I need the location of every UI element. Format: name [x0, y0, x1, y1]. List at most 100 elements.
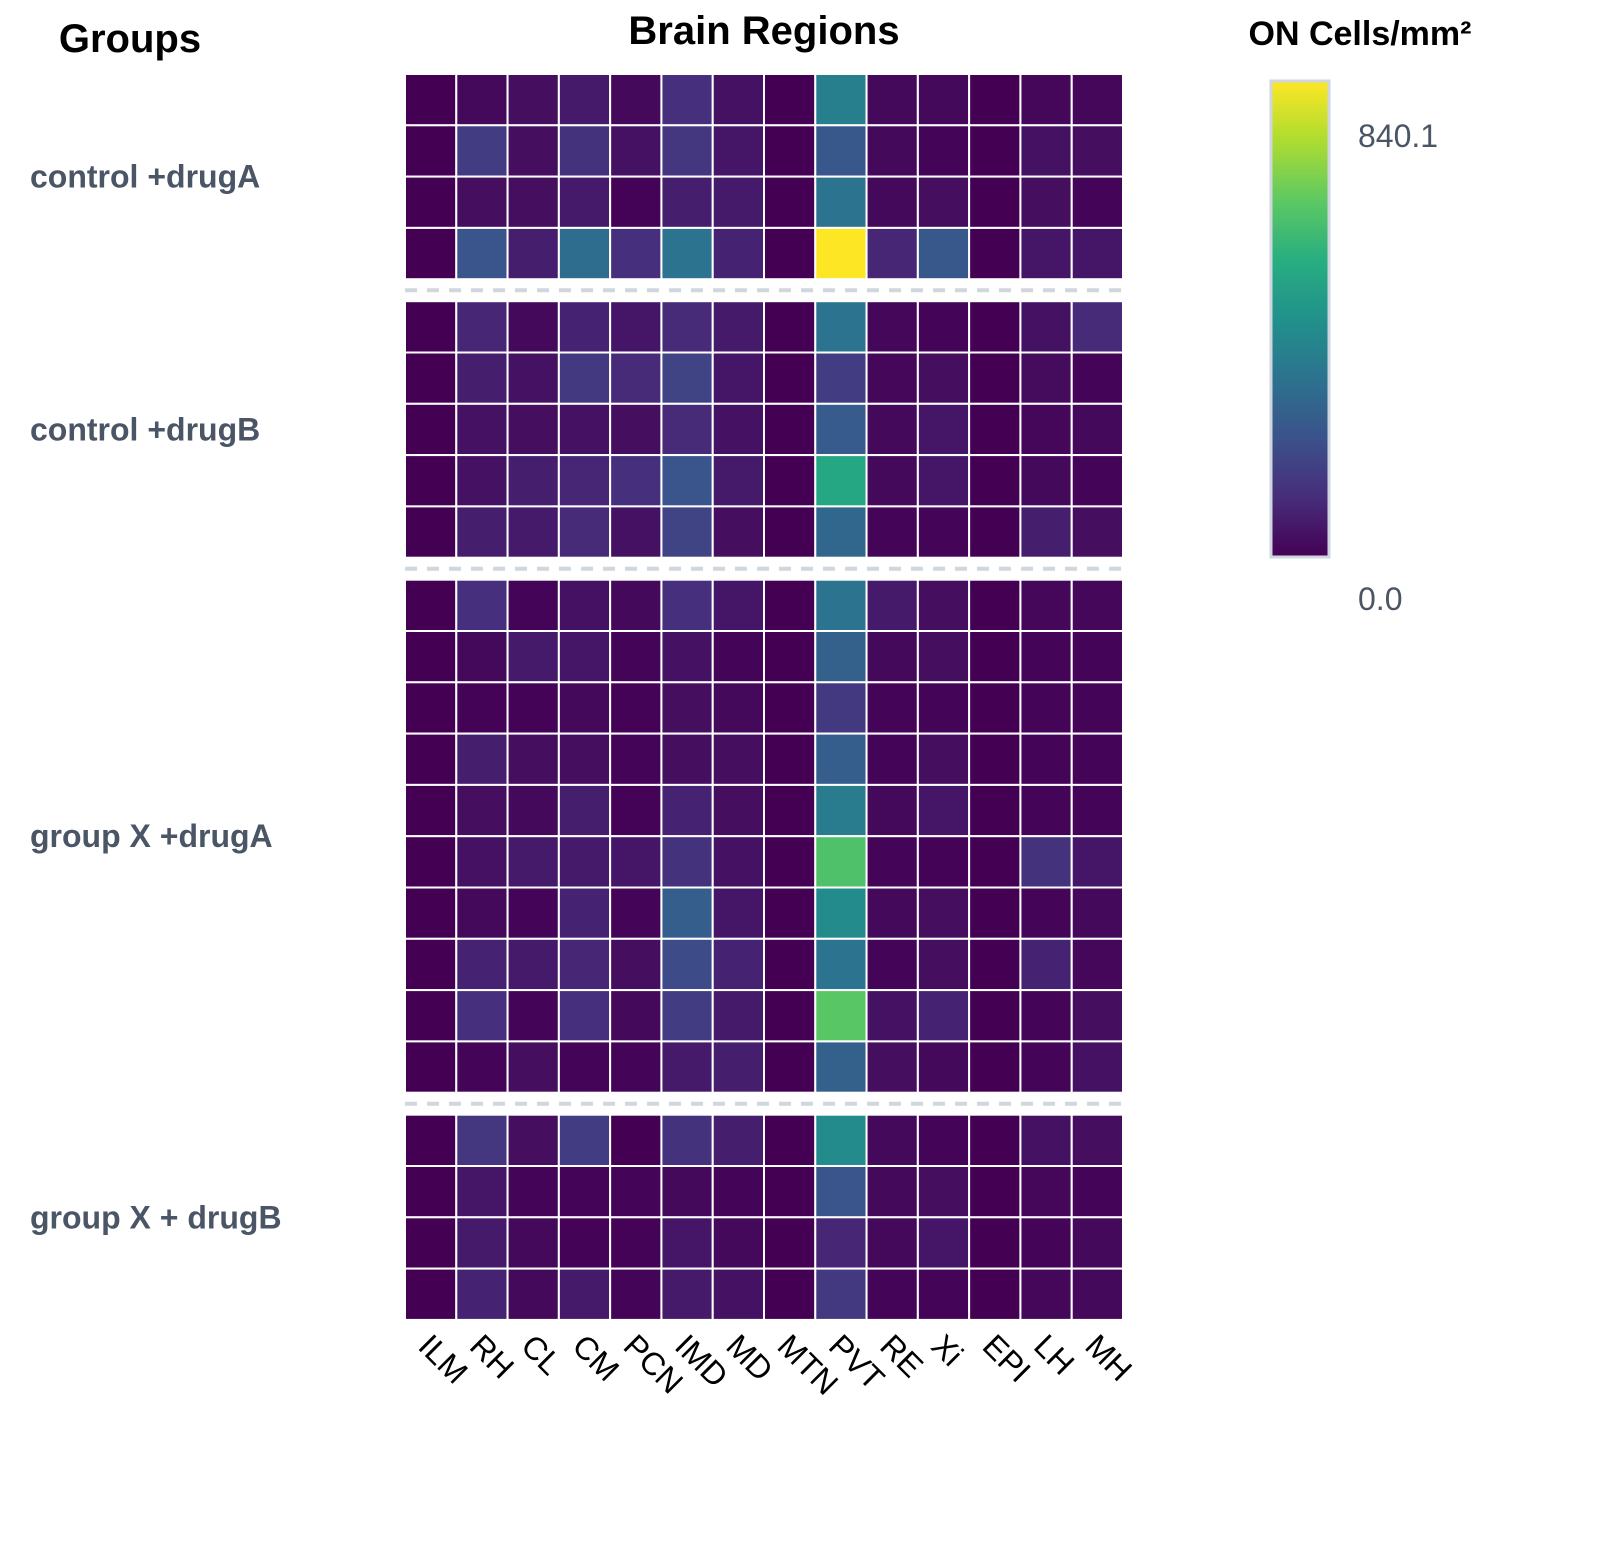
heatmap-cell [557, 1165, 612, 1219]
heatmap-cell [865, 886, 919, 940]
heatmap-cell [763, 1267, 817, 1321]
group-label: control +drugA [30, 159, 260, 195]
heatmap-cell [455, 937, 509, 992]
heatmap-cell [916, 124, 971, 178]
heatmap-cell [763, 351, 817, 405]
heatmap-cell [404, 835, 458, 889]
heatmap-cell [916, 175, 971, 229]
heatmap-cell [609, 1165, 663, 1219]
heatmap-cell [711, 783, 766, 838]
heatmap-cell [814, 175, 868, 229]
heatmap-cell [968, 1216, 1022, 1270]
heatmap-cell [404, 1165, 458, 1219]
heatmap-cell [865, 454, 919, 508]
heatmap-cell [455, 73, 509, 127]
heatmap-cell [609, 1267, 663, 1321]
heatmap-cell [916, 835, 971, 889]
heatmap-cell [1070, 630, 1124, 684]
heatmap-cell [455, 835, 509, 889]
heatmap-cell [404, 1216, 458, 1270]
heatmap-cell [968, 630, 1022, 684]
colorbar-max-label: 840.1 [1358, 118, 1438, 154]
heatmap-cell [660, 402, 714, 457]
heatmap-cell [814, 1216, 868, 1270]
heatmap-cell [1070, 1267, 1124, 1321]
heatmap-cell [557, 886, 612, 940]
heatmap-cell [455, 402, 509, 457]
heatmap-cell [814, 1113, 868, 1167]
heatmap-cell [660, 1040, 714, 1094]
heatmap-cell [506, 300, 560, 354]
heatmap-cell [557, 937, 612, 992]
heatmap-cell [557, 578, 612, 633]
heatmap-cell [609, 630, 663, 684]
heatmap-cell [968, 1267, 1022, 1321]
heatmap-cell [1070, 226, 1124, 281]
heatmap-cell [1070, 989, 1124, 1043]
heatmap-cell [557, 681, 612, 735]
column-tick-label: MH [1078, 1327, 1139, 1388]
heatmap-cell [1019, 351, 1073, 405]
heatmap-cell [557, 300, 612, 354]
column-tick-label: MD [719, 1327, 780, 1388]
heatmap-cell [660, 937, 714, 992]
heatmap-cell [609, 300, 663, 354]
heatmap-cell [1070, 1165, 1124, 1219]
heatmap-cell [711, 578, 766, 633]
heatmap-cell [711, 630, 766, 684]
heatmap-cell [711, 226, 766, 281]
colorbar-title: ON Cells/mm² [1249, 15, 1472, 53]
column-tick-label: EPI [976, 1327, 1038, 1389]
heatmap-cell [916, 783, 971, 838]
heatmap-cell [506, 505, 560, 559]
heatmap-cell [814, 226, 868, 281]
heatmap-cell [455, 351, 509, 405]
heatmap-cell [968, 989, 1022, 1043]
heatmap-cell [557, 783, 612, 838]
heatmap-cell [506, 124, 560, 178]
heatmap-cell [763, 989, 817, 1043]
heatmap-cell [660, 578, 714, 633]
heatmap-cell [404, 175, 458, 229]
heatmap-cell [1070, 681, 1124, 735]
column-tick-label: CL [514, 1327, 568, 1381]
heatmap-cell [968, 402, 1022, 457]
heatmap-cell [865, 73, 919, 127]
heatmap-cell [1019, 454, 1073, 508]
heatmap-cell [506, 1113, 560, 1167]
heatmap-cell [506, 454, 560, 508]
heatmap-cell [1019, 732, 1073, 786]
heatmap-cell [609, 578, 663, 633]
heatmap-cell [763, 1165, 817, 1219]
heatmap-cell [763, 505, 817, 559]
heatmap-cell [660, 886, 714, 940]
heatmap-cell [455, 1040, 509, 1094]
heatmap-cell [1019, 989, 1073, 1043]
heatmap-cell [455, 681, 509, 735]
heatmap-cell [404, 578, 458, 633]
heatmap-cell [1019, 300, 1073, 354]
heatmap-cell [865, 681, 919, 735]
heatmap-cell [865, 1216, 919, 1270]
heatmap-cell [455, 886, 509, 940]
heatmap-cell [455, 124, 509, 178]
heatmap-cell [404, 937, 458, 992]
heatmap-cell [968, 351, 1022, 405]
heatmap-cell [609, 681, 663, 735]
heatmap-cell [865, 989, 919, 1043]
heatmap-cell [865, 1165, 919, 1219]
heatmap-cell [711, 505, 766, 559]
heatmap-cell [404, 226, 458, 281]
heatmap-cell [660, 1267, 714, 1321]
heatmap-cell [1070, 73, 1124, 127]
heatmap-cell [814, 300, 868, 354]
heatmap-cell [763, 175, 817, 229]
heatmap-cell [1019, 124, 1073, 178]
heatmap-cell [865, 300, 919, 354]
heatmap-cell [404, 681, 458, 735]
heatmap-cell [404, 630, 458, 684]
heatmap-cell [1070, 1040, 1124, 1094]
heatmap-cell [865, 124, 919, 178]
heatmap-cell [506, 1165, 560, 1219]
